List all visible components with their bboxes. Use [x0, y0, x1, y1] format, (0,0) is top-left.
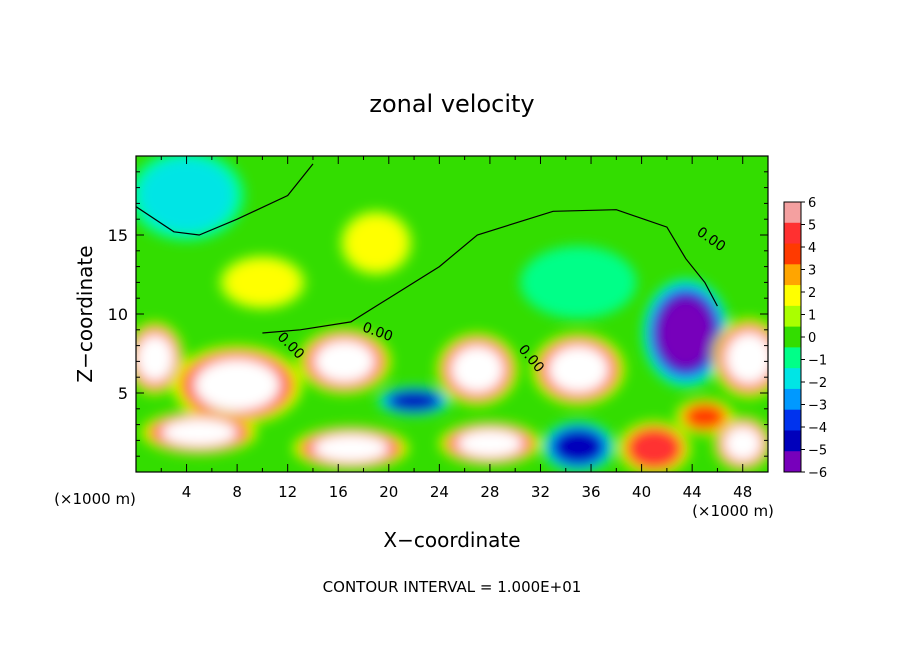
x-axis: 4 8 12 16 20 24 28 32 36 40 44 48: [160, 156, 769, 501]
velocity-blobs: [136, 156, 768, 472]
velocity-cell-band: [553, 429, 603, 464]
colorbar-swatch: [784, 368, 801, 390]
colorbar-label: −6: [808, 466, 827, 481]
y-axis-label: Z−coordinate: [73, 245, 97, 382]
x-axis-label: X−coordinate: [383, 528, 520, 552]
x-tick-label: 24: [430, 483, 449, 501]
x-tick-label: 32: [531, 483, 550, 501]
x-tick-label: 44: [683, 483, 702, 501]
colorbar-swatch: [784, 243, 801, 265]
colorbar-swatch: [784, 451, 801, 473]
velocity-cell-band: [195, 359, 279, 411]
velocity-cell-band: [389, 391, 439, 411]
colorbar-swatch: [784, 347, 801, 369]
colorbar-swatch: [784, 430, 801, 452]
colorbar-label: 3: [808, 264, 816, 279]
velocity-cell-band: [725, 332, 768, 384]
contour-interval-note: CONTOUR INTERVAL = 1.000E+01: [323, 578, 582, 596]
colorbar-label: −3: [808, 399, 827, 414]
colorbar-label: 6: [808, 196, 816, 211]
colorbar-label: 4: [808, 241, 816, 256]
x-tick-label: 28: [480, 483, 499, 501]
colorbar-swatch: [784, 409, 801, 431]
colorbar-swatch: [784, 202, 801, 224]
velocity-cell-band: [629, 429, 679, 467]
velocity-cell-band: [451, 346, 504, 393]
colorbar-swatch: [784, 388, 801, 411]
y-axis: 5 10 15: [108, 171, 768, 457]
velocity-cell-band: [657, 297, 715, 369]
colorbar-swatch: [784, 305, 801, 328]
velocity-cell-band: [314, 340, 375, 383]
x-tick-label: 4: [182, 483, 192, 501]
chart-title: zonal velocity: [369, 90, 534, 118]
colorbar-swatch: [784, 326, 801, 348]
zero-contour-line: [136, 163, 314, 236]
colorbar-label: 5: [808, 219, 816, 234]
x-tick-label: 48: [733, 483, 752, 501]
colorbar-swatch: [784, 285, 801, 307]
velocity-cell-band: [161, 418, 237, 447]
colorbar-swatch: [784, 264, 801, 286]
x-tick-label: 36: [581, 483, 600, 501]
colorbar-label: 2: [808, 286, 816, 301]
zero-contour-line: [262, 209, 718, 334]
velocity-cell-band: [138, 158, 235, 233]
y-tick-label: 15: [108, 226, 128, 245]
x-tick-label: 8: [232, 483, 242, 501]
velocity-cell-band: [724, 426, 762, 462]
y-tick-label: 10: [108, 305, 128, 324]
x-tick-label: 12: [278, 483, 297, 501]
velocity-cell-band: [684, 403, 726, 430]
colorbar-label: −2: [808, 376, 827, 391]
heatmap-field: 0.000.000.00 0.00: [136, 156, 768, 472]
colorbar-label: 1: [808, 309, 816, 324]
colorbar-label: 0: [808, 331, 816, 346]
velocity-cell-band: [346, 216, 406, 270]
velocity-cell-band: [457, 429, 523, 458]
velocity-cell-band: [548, 346, 609, 393]
x-unit-right: (×1000 m): [692, 502, 774, 520]
colorbar-label: −5: [808, 444, 827, 459]
colorbar-label: −1: [808, 354, 827, 369]
velocity-cell-band: [226, 260, 299, 305]
velocity-cell-band: [520, 246, 637, 319]
x-tick-label: 40: [632, 483, 651, 501]
x-unit-left: (×1000 m): [54, 490, 136, 508]
colorbar: 6 5 4 3 2 1 0 −1 −2 −3 −4 −5 −6: [783, 196, 827, 481]
y-tick-label: 5: [118, 384, 128, 403]
velocity-cell-band: [313, 434, 389, 463]
velocity-cell-band: [136, 334, 174, 382]
colorbar-swatch: [784, 222, 801, 245]
x-tick-label: 20: [379, 483, 398, 501]
colorbar-label: −4: [808, 421, 827, 436]
x-tick-label: 16: [329, 483, 348, 501]
